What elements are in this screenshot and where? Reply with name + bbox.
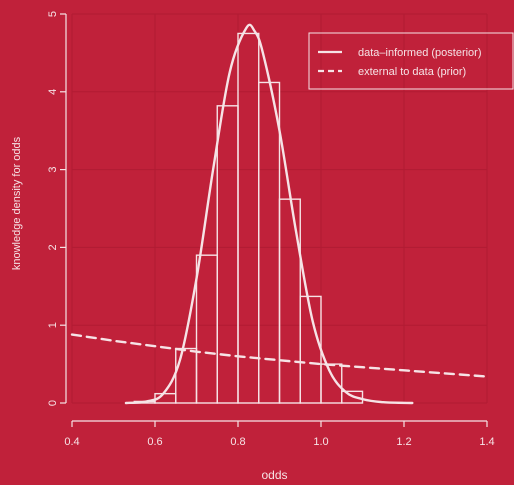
series-line-posterior (124, 23, 414, 405)
x-ticks: 0.4 0.6 0.8 1.0 1.2 1.4 (64, 421, 495, 448)
legend-label-prior: external to data (prior) (358, 66, 466, 78)
x-tick-label: 1.2 (396, 436, 411, 448)
x-tick-label: 0.4 (64, 436, 79, 448)
y-tick-label: 0 (47, 400, 59, 406)
histogram-bar (341, 390, 364, 404)
x-tick-label: 1.0 (313, 436, 328, 448)
legend-label-posterior: data–informed (posterior) (358, 47, 482, 59)
y-tick-label: 1 (47, 322, 59, 328)
legend-box (308, 32, 514, 90)
y-tick-label: 2 (47, 244, 59, 250)
y-axis-title: knowledge density for odds (11, 136, 23, 270)
x-tick-label: 0.6 (147, 436, 162, 448)
legend: data–informed (posterior) external to da… (308, 32, 514, 90)
series-lines (70, 23, 489, 405)
axes (65, 14, 487, 422)
x-tick-label: 0.8 (230, 436, 245, 448)
series-line-prior (70, 333, 489, 378)
y-ticks: 0 1 2 3 4 5 (47, 11, 66, 406)
x-axis-title: odds (261, 468, 287, 482)
y-tick-label: 5 (47, 11, 59, 17)
y-tick-label: 3 (47, 167, 59, 173)
y-tick-label: 4 (47, 89, 59, 95)
x-tick-label: 1.4 (479, 436, 494, 448)
